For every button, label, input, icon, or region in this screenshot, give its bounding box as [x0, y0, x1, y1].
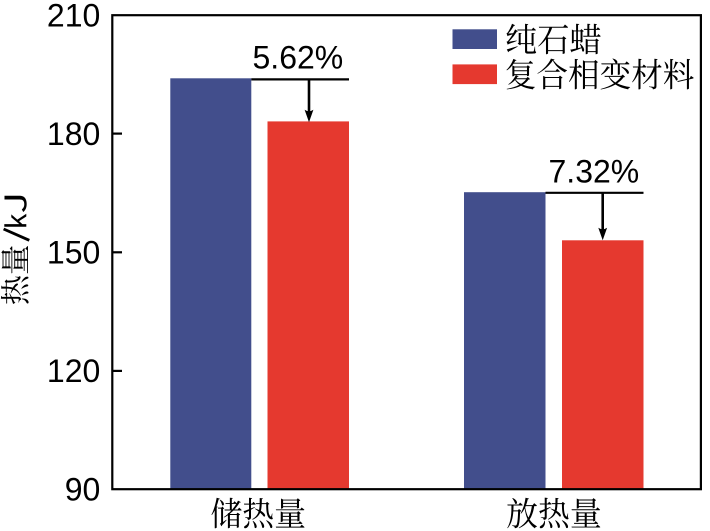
svg-text:120: 120	[47, 353, 100, 389]
svg-text:210: 210	[47, 0, 100, 33]
svg-text:180: 180	[47, 116, 100, 152]
svg-text:150: 150	[47, 235, 100, 271]
svg-text:7.32%: 7.32%	[549, 153, 640, 189]
svg-text:90: 90	[65, 471, 101, 507]
svg-text:5.62%: 5.62%	[253, 39, 344, 75]
